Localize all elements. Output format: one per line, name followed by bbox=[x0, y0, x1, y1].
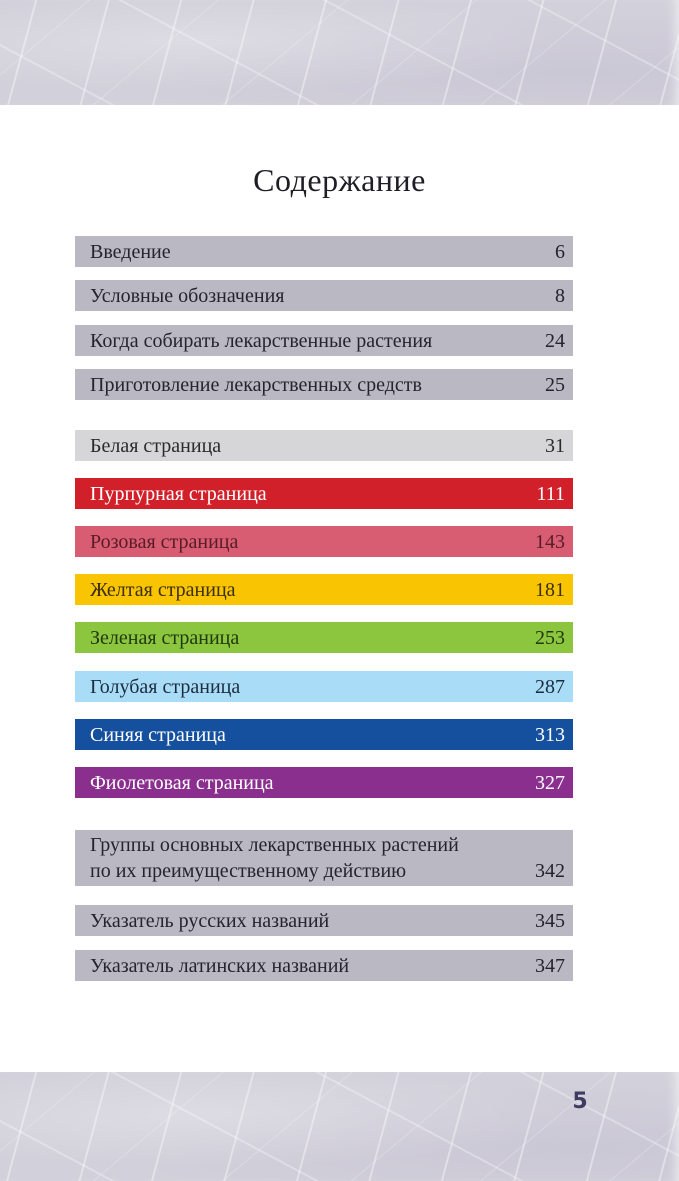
toc-entry-label: Розовая страница bbox=[90, 530, 239, 553]
toc-entry-label: Фиолетовая страница bbox=[90, 771, 274, 794]
toc-row: Синяя страница 313 bbox=[75, 719, 573, 750]
toc-row: Когда собирать лекарственные растения 24 bbox=[75, 325, 573, 356]
toc-row: Введение 6 bbox=[75, 236, 573, 267]
toc-row: Пурпурная страница 111 bbox=[75, 478, 573, 509]
toc-entry-page-number: 6 bbox=[555, 241, 565, 263]
toc-entry-label: Зеленая страница bbox=[90, 626, 240, 649]
toc-entry-page-number: 24 bbox=[545, 330, 565, 352]
toc-entry-page-number: 181 bbox=[535, 579, 565, 601]
toc-row: Зеленая страница 253 bbox=[75, 622, 573, 653]
toc-entry-page-number: 8 bbox=[555, 285, 565, 307]
toc-entry-page-number: 143 bbox=[535, 531, 565, 553]
toc-row: Голубая страница 287 bbox=[75, 671, 573, 702]
toc-entry-page-number: 327 bbox=[535, 772, 565, 794]
toc-row: Желтая страница 181 bbox=[75, 574, 573, 605]
toc-entry-page-number: 31 bbox=[545, 435, 565, 457]
toc-row: Указатель латинских названий 347 bbox=[75, 950, 573, 981]
toc-entry-label: Голубая страница bbox=[90, 675, 241, 698]
toc-entry-page-number: 313 bbox=[535, 724, 565, 746]
toc-entry-page-number: 345 bbox=[535, 910, 565, 932]
toc-entry-label: Указатель русских названий bbox=[90, 909, 330, 932]
toc-row: Белая страница 31 bbox=[75, 430, 573, 461]
toc-entry-label: Пурпурная страница bbox=[90, 482, 267, 505]
toc-list: Введение 6 Условные обозначения 8 Когда соби… bbox=[75, 236, 573, 981]
toc-entry-label: Белая страница bbox=[90, 434, 222, 457]
toc-entry-label: Желтая страница bbox=[90, 578, 236, 601]
footer-page-number: 5 bbox=[572, 1089, 588, 1114]
toc-row: Розовая страница 143 bbox=[75, 526, 573, 557]
toc-row: Указатель русских названий 345 bbox=[75, 905, 573, 936]
toc-entry-label: Группы основных лекарственных растений п… bbox=[90, 834, 459, 882]
toc-entry-page-number: 342 bbox=[535, 860, 565, 882]
toc-entry-label: Синяя страница bbox=[90, 723, 226, 746]
toc-entry-label: Приготовление лекарственных средств bbox=[90, 373, 422, 396]
page-title: Содержание bbox=[253, 162, 426, 198]
footer-texture-band bbox=[0, 1072, 679, 1181]
header-texture-band bbox=[0, 0, 679, 105]
toc-entry-page-number: 25 bbox=[545, 374, 565, 396]
toc-entry-label: Когда собирать лекарственные растения bbox=[90, 329, 433, 352]
toc-entry-page-number: 287 bbox=[535, 676, 565, 698]
toc-row: Условные обозначения 8 bbox=[75, 280, 573, 311]
toc-entry-page-number: 111 bbox=[536, 483, 565, 505]
toc-entry-label: Введение bbox=[90, 240, 171, 263]
contents-area: Содержание Введение 6 Условные обозначения… bbox=[0, 105, 679, 1072]
toc-entry-page-number: 253 bbox=[535, 627, 565, 649]
toc-row: Приготовление лекарственных средств 25 bbox=[75, 369, 573, 400]
toc-entry-page-number: 347 bbox=[535, 955, 565, 977]
toc-entry-label: Условные обозначения bbox=[90, 284, 285, 307]
toc-row: Фиолетовая страница 327 bbox=[75, 767, 573, 798]
toc-entry-label: Указатель латинских названий bbox=[90, 954, 350, 977]
toc-row: Группы основных лекарственных растений п… bbox=[75, 830, 573, 886]
